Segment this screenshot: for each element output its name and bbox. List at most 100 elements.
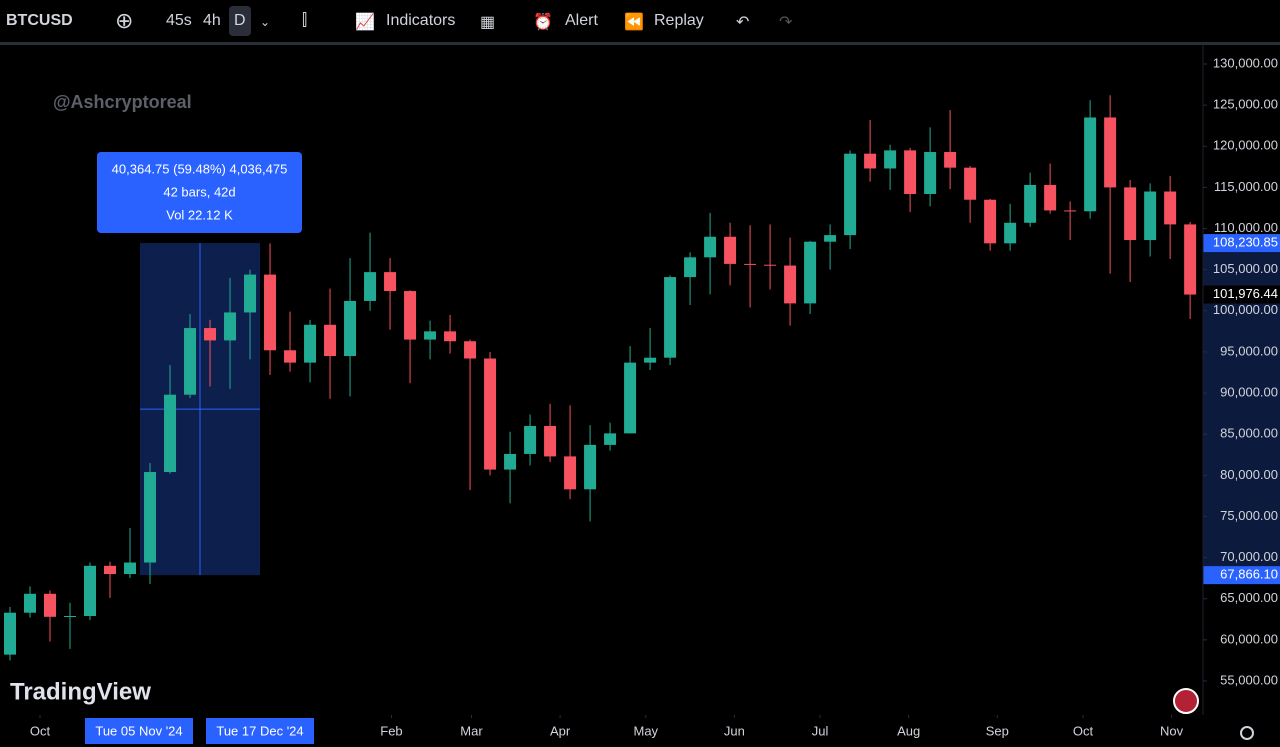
measure-text: 42 bars, 42d bbox=[163, 184, 235, 199]
candle-body bbox=[1164, 191, 1177, 225]
y-tick-label: 125,000.00 bbox=[1213, 97, 1278, 112]
candle-body bbox=[1144, 191, 1157, 241]
interval-menu[interactable]: ⌄ bbox=[260, 15, 271, 29]
candle-body bbox=[364, 272, 377, 301]
y-tick-label: 120,000.00 bbox=[1213, 138, 1278, 153]
y-tick-label: 60,000.00 bbox=[1220, 631, 1278, 646]
candle-body bbox=[584, 444, 597, 490]
x-tick-label: Mar bbox=[460, 723, 483, 738]
indicators[interactable]: Indicators bbox=[386, 12, 456, 29]
candle-body bbox=[304, 324, 317, 363]
candle-body bbox=[124, 562, 137, 575]
alert[interactable]: Alert bbox=[565, 12, 598, 29]
candle-body bbox=[444, 331, 457, 342]
candle-body bbox=[1064, 210, 1077, 212]
interval-active[interactable]: D bbox=[229, 6, 251, 36]
x-tick-label: Sep bbox=[986, 723, 1009, 738]
x-tick-label: May bbox=[634, 723, 659, 738]
candle-body bbox=[764, 264, 777, 266]
y-tick-label: 130,000.00 bbox=[1213, 55, 1278, 70]
candle-body bbox=[944, 152, 957, 168]
date-tag-bg bbox=[206, 718, 314, 744]
candle-body bbox=[484, 358, 497, 470]
candle-body bbox=[1184, 224, 1197, 295]
templates[interactable]: ▦ bbox=[480, 14, 496, 31]
x-tick-label: Feb bbox=[380, 723, 402, 738]
candle-body bbox=[44, 593, 57, 617]
candle-body bbox=[464, 341, 477, 359]
candle-body bbox=[1104, 117, 1117, 188]
y-tick-label: 100,000.00 bbox=[1213, 302, 1278, 317]
chart-type[interactable]: ⫿ bbox=[302, 12, 308, 29]
interval[interactable]: 4h bbox=[203, 12, 221, 29]
last-price-label: 101,976.44 bbox=[1213, 286, 1278, 301]
y-tick-label: 95,000.00 bbox=[1220, 343, 1278, 358]
x-tick-label: Oct bbox=[1073, 723, 1094, 738]
redo[interactable]: ↷ bbox=[779, 14, 793, 31]
candle-body bbox=[644, 357, 657, 363]
candle-body bbox=[924, 152, 937, 194]
candle-body bbox=[344, 300, 357, 357]
replay-icon: ⏪ bbox=[624, 14, 644, 31]
watermark: @Ashcryptoreal bbox=[53, 92, 192, 112]
candle-body bbox=[684, 257, 697, 278]
candle-body bbox=[144, 472, 157, 563]
date-tag-bg bbox=[85, 718, 193, 744]
candle-body bbox=[804, 241, 817, 304]
candle-body bbox=[84, 565, 97, 616]
candle-body bbox=[504, 453, 517, 470]
x-tick-label: Jun bbox=[724, 723, 745, 738]
measure-high-label-bg bbox=[1203, 234, 1280, 253]
candle-body bbox=[1084, 117, 1097, 212]
candle-body bbox=[824, 235, 837, 242]
indicators-icon: 📈 bbox=[355, 14, 375, 31]
candle-body bbox=[64, 615, 77, 617]
candle-body bbox=[964, 167, 977, 200]
y-tick-label: 105,000.00 bbox=[1213, 261, 1278, 276]
y-tick-label: 90,000.00 bbox=[1220, 384, 1278, 399]
candle-body bbox=[864, 153, 877, 169]
candle-body bbox=[284, 350, 297, 363]
candle-body bbox=[184, 328, 197, 395]
candle-body bbox=[164, 394, 177, 473]
undo[interactable]: ↶ bbox=[736, 14, 750, 31]
y-tick-label: 110,000.00 bbox=[1214, 220, 1278, 235]
candle-body bbox=[324, 324, 337, 357]
candle-body bbox=[724, 236, 737, 264]
y-tick-label: 85,000.00 bbox=[1220, 426, 1278, 441]
measure-high-label: 108,230.85 bbox=[1213, 235, 1278, 250]
add-symbol[interactable]: ⊕ bbox=[115, 8, 134, 33]
x-tick-label: Apr bbox=[550, 723, 571, 738]
candle-body bbox=[604, 433, 617, 445]
candle-body bbox=[624, 362, 637, 434]
x-tick-label: Nov bbox=[1160, 723, 1184, 738]
settings[interactable] bbox=[1240, 726, 1254, 740]
y-tick-label: 65,000.00 bbox=[1220, 590, 1278, 605]
brand: TradingView bbox=[10, 678, 151, 705]
candle-body bbox=[524, 425, 537, 454]
candle-body bbox=[984, 199, 997, 244]
x-tick-label: Oct bbox=[30, 723, 51, 738]
candle-body bbox=[1124, 187, 1137, 241]
candle-body bbox=[264, 274, 277, 351]
candle-body bbox=[664, 277, 677, 358]
candle-body bbox=[884, 150, 897, 169]
candle-body bbox=[244, 274, 257, 313]
candle-body bbox=[1044, 184, 1057, 211]
x-tick-label: Aug bbox=[897, 723, 920, 738]
measure-text: 40,364.75 (59.48%) 4,036,475 bbox=[112, 161, 288, 176]
interval[interactable]: 45s bbox=[166, 12, 192, 29]
replay[interactable]: Replay bbox=[654, 12, 704, 29]
y-tick-label: 80,000.00 bbox=[1220, 467, 1278, 482]
measure-low-label-bg bbox=[1203, 566, 1280, 585]
measure-tooltip bbox=[97, 152, 302, 233]
y-tick-label: 115,000.00 bbox=[1214, 179, 1278, 194]
symbol[interactable]: BTCUSD bbox=[6, 12, 73, 29]
x-tick-label: Jul bbox=[812, 723, 829, 738]
alert-icon: ⏰ bbox=[533, 14, 553, 31]
candle-body bbox=[424, 331, 437, 340]
candle-body bbox=[1024, 184, 1037, 223]
candle-body bbox=[384, 272, 397, 292]
candle-body bbox=[904, 150, 917, 194]
